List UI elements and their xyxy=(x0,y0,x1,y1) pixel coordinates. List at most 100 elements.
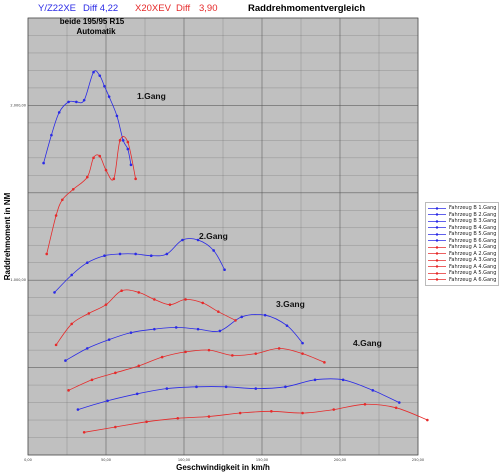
data-point xyxy=(71,188,75,191)
data-point xyxy=(270,410,273,413)
data-point xyxy=(137,364,141,368)
data-point xyxy=(85,347,89,350)
data-point xyxy=(98,154,102,158)
data-point xyxy=(224,385,228,389)
data-point xyxy=(426,418,429,422)
x-axis-label: Geschwindigkeit in km/h xyxy=(176,463,270,472)
data-point xyxy=(207,415,211,418)
data-point xyxy=(195,385,198,389)
legend-item: Fahrzeug B 2.Gang xyxy=(427,212,497,219)
data-point xyxy=(145,420,148,424)
legend-swatch xyxy=(428,220,446,223)
data-point xyxy=(184,350,187,354)
data-point xyxy=(196,238,200,242)
header-left-a: Y/Z22XE xyxy=(38,3,77,14)
legend-item: Fahrzeug B 3.Gang xyxy=(427,218,497,225)
series-fahrzeug-a-4-gang xyxy=(82,403,429,434)
data-point xyxy=(371,389,375,392)
data-point xyxy=(126,140,130,144)
legend-swatch xyxy=(428,272,446,275)
data-point xyxy=(168,303,172,306)
data-point xyxy=(54,343,58,347)
x-tick-label: 250,00 xyxy=(412,458,424,462)
data-point xyxy=(240,315,244,319)
legend-item: Fahrzeug B 1.Gang xyxy=(427,205,497,212)
data-point xyxy=(134,177,137,181)
legend-item: Fahrzeug A 2.Gang xyxy=(427,251,497,258)
data-point xyxy=(313,378,317,382)
legend-swatch xyxy=(428,252,446,255)
data-point xyxy=(112,177,116,181)
x-tick-label: 200,00 xyxy=(334,458,346,462)
series-fahrzeug-b-1-gang xyxy=(42,70,133,167)
data-point xyxy=(42,161,45,165)
data-point xyxy=(149,254,153,258)
legend-label: Fahrzeug B 1.Gang xyxy=(449,205,497,212)
legend-item: Fahrzeug A 4.Gang xyxy=(427,264,497,271)
data-point xyxy=(57,111,61,114)
data-point xyxy=(234,319,237,322)
legend-swatch xyxy=(428,278,446,281)
series-fahrzeug-b-3-gang xyxy=(64,313,304,362)
data-point xyxy=(231,354,234,357)
data-point xyxy=(277,347,281,350)
x-tick-label: 0,00 xyxy=(24,458,32,462)
series-line xyxy=(55,289,236,346)
legend-label: Fahrzeug B 4.Gang xyxy=(449,224,497,231)
data-point xyxy=(103,84,106,88)
x-tick-label: 150,00 xyxy=(256,458,268,462)
data-point xyxy=(181,238,184,242)
legend-swatch xyxy=(428,259,446,262)
data-point xyxy=(82,430,86,434)
data-point xyxy=(67,389,70,392)
data-point xyxy=(85,261,89,265)
series-line xyxy=(43,70,132,165)
data-point xyxy=(332,408,336,411)
series-line xyxy=(68,347,325,391)
data-point xyxy=(87,312,91,315)
data-point xyxy=(129,331,133,334)
data-point xyxy=(394,406,398,410)
data-point xyxy=(134,252,137,256)
legend-item: Fahrzeug B 4.Gang xyxy=(427,225,497,232)
x-tick-label: 100,00 xyxy=(178,458,190,462)
chart-legend: Fahrzeug B 1.Gang Fahrzeug B 2.Gang Fahrze… xyxy=(425,202,499,286)
data-point xyxy=(120,289,123,292)
legend-item: Fahrzeug A 3.Gang xyxy=(427,257,497,264)
series-line xyxy=(84,403,428,433)
legend-label: Fahrzeug A 6.Gang xyxy=(449,276,497,283)
data-point xyxy=(70,273,73,277)
data-point xyxy=(254,387,258,390)
data-point xyxy=(82,98,86,102)
legend-item: Fahrzeug A 1.Gang xyxy=(427,244,497,251)
data-point xyxy=(160,355,164,359)
data-point xyxy=(285,324,289,327)
gear-annotation: 4.Gang xyxy=(353,338,382,348)
data-point xyxy=(54,214,58,217)
data-point xyxy=(341,378,345,382)
legend-item: Fahrzeug A 6.Gang xyxy=(427,277,497,284)
legend-label: Fahrzeug A 3.Gang xyxy=(449,257,497,264)
series-fahrzeug-a-2-gang xyxy=(54,289,237,347)
legend-item: Fahrzeug B 5.Gang xyxy=(427,231,497,238)
chart-title: Raddrehmomentvergleich xyxy=(248,3,366,14)
legend-label: Fahrzeug A 2.Gang xyxy=(449,250,497,257)
data-point xyxy=(301,341,304,345)
data-point xyxy=(223,268,226,272)
legend-label: Fahrzeug B 5.Gang xyxy=(449,231,497,238)
header-left-b: Diff 4,22 xyxy=(83,3,119,14)
x-tick-label: 50,00 xyxy=(101,458,111,462)
data-point xyxy=(50,133,53,137)
data-point xyxy=(174,326,178,329)
legend-swatch xyxy=(428,207,446,210)
data-point xyxy=(106,399,109,403)
legend-label: Fahrzeug B 2.Gang xyxy=(449,211,497,218)
data-point xyxy=(114,425,117,429)
header-mid-c: 3,90 xyxy=(199,3,218,14)
data-point xyxy=(284,385,287,389)
legend-label: Fahrzeug A 1.Gang xyxy=(449,244,497,251)
legend-swatch xyxy=(428,265,446,268)
series-fahrzeug-a-1-gang xyxy=(45,136,137,256)
legend-swatch xyxy=(428,239,446,242)
